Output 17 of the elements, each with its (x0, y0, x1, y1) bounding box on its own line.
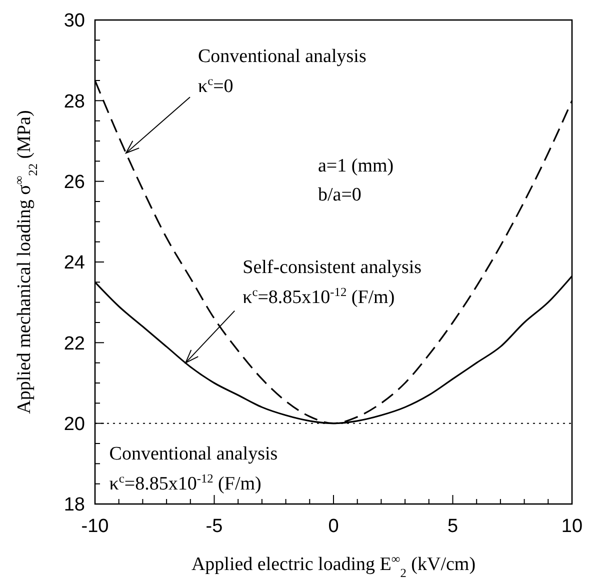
x-tick-label: 10 (561, 516, 583, 537)
x-tick-label: -5 (206, 516, 223, 537)
annotation: Conventional analysis κ$^{c}$=0 (198, 46, 366, 98)
annotation: Self-consistent analysis κ$^{c}$=8.85x10$^{-12}$ (F/m) (242, 256, 422, 308)
y-tick-label: 26 (64, 172, 85, 193)
x-tick-label: -10 (81, 516, 109, 537)
x-axis-title: Applied electric loading E$^{∞}$$_{2}$ (kV/cm) (191, 552, 476, 580)
x-tick-label: 0 (328, 516, 339, 537)
y-tick-label: 24 (64, 252, 86, 274)
y-tick-label: 22 (64, 333, 85, 354)
x-tick-label: 5 (447, 516, 458, 537)
y-tick-label: 18 (64, 494, 85, 516)
y-tick-label: 30 (64, 10, 85, 32)
annotation: Conventional analysis κ$^{c}$=8.85x10$^{-12}$ (F/m) (109, 444, 278, 495)
annotation: a=1 (mm) b/a=0 (318, 155, 394, 206)
y-tick-label: 20 (64, 414, 85, 435)
y-tick-label: 28 (64, 91, 85, 112)
